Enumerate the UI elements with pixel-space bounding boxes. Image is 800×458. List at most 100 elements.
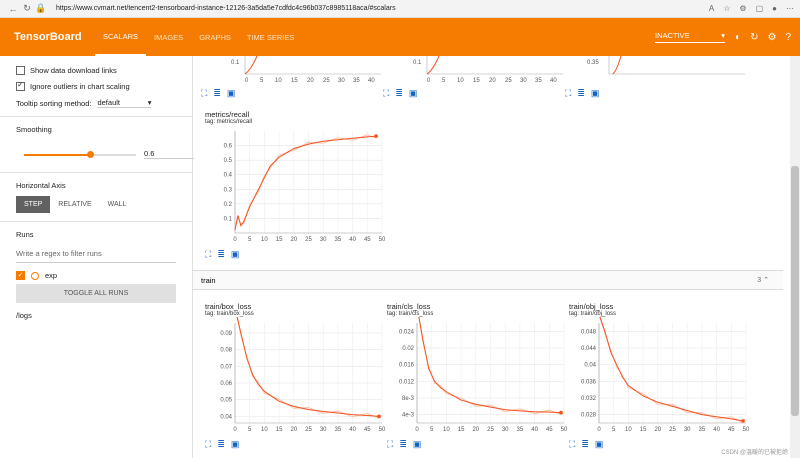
x-tick: 10 bbox=[261, 237, 268, 243]
scrollbar[interactable] bbox=[790, 56, 800, 458]
x-tick: 0 bbox=[245, 78, 249, 84]
extensions-icon[interactable]: ⚙ bbox=[739, 4, 747, 13]
x-tick: 5 bbox=[442, 78, 446, 84]
fullscreen-icon[interactable]: ⛶ bbox=[205, 439, 212, 449]
chart-card-cls-loss: train/cls_loss tag: train/cls_loss 4e-3 8… bbox=[387, 302, 572, 450]
x-tick: 20 bbox=[290, 427, 297, 433]
run-color-icon[interactable] bbox=[31, 271, 39, 280]
x-tick: 50 bbox=[379, 237, 386, 243]
log-scale-icon[interactable]: ≣ bbox=[395, 88, 403, 98]
axis-wall-button[interactable]: WALL bbox=[107, 201, 127, 208]
y-tick: 0.1 bbox=[231, 60, 240, 66]
smoothing-input[interactable]: 0.6 bbox=[144, 149, 194, 159]
favorite-icon[interactable]: ☆ bbox=[723, 4, 731, 13]
y-tick: 4e-3 bbox=[402, 413, 415, 419]
recall-chart: 0.1 0.2 0.3 0.4 0.5 0.6 0 5 10 15 20 25 30 35 40 45 50 bbox=[224, 131, 386, 243]
help-icon[interactable]: ? bbox=[785, 31, 791, 43]
ignore-outliers-label: Ignore outliers in chart scaling bbox=[30, 82, 130, 91]
log-scale-icon[interactable]: ≣ bbox=[217, 439, 225, 449]
x-tick: 35 bbox=[335, 237, 342, 243]
series-line bbox=[416, 306, 562, 414]
fullscreen-icon[interactable]: ⛶ bbox=[201, 88, 208, 98]
brand-title: TensorBoard bbox=[14, 31, 82, 43]
more-icon[interactable]: ⋯ bbox=[786, 4, 794, 13]
axis-step-button[interactable]: STEP bbox=[16, 196, 51, 213]
chart-card: 0.1 0 5 10 15 20 25 30 35 40 ⛶ ≣ ▣ bbox=[201, 56, 386, 99]
fit-domain-icon[interactable]: ▣ bbox=[412, 439, 422, 449]
x-tick: 45 bbox=[546, 427, 553, 433]
train-section-header[interactable]: train 3 ⌃ bbox=[193, 270, 783, 290]
fit-domain-icon[interactable]: ▣ bbox=[590, 88, 600, 98]
x-tick: 25 bbox=[305, 237, 312, 243]
fullscreen-icon[interactable]: ⛶ bbox=[387, 439, 394, 449]
x-tick: 5 bbox=[248, 427, 252, 433]
fit-domain-icon[interactable]: ▣ bbox=[230, 439, 240, 449]
profile-icon[interactable]: ● bbox=[772, 4, 777, 13]
tooltip-sort-label: Tooltip sorting method: bbox=[16, 98, 92, 108]
tab-time-series[interactable]: TIME SERIES bbox=[246, 32, 295, 42]
x-tick: 40 bbox=[531, 427, 538, 433]
x-tick: 30 bbox=[502, 427, 509, 433]
x-tick: 0 bbox=[233, 237, 237, 243]
tab-graphs[interactable]: GRAPHS bbox=[199, 32, 231, 42]
x-tick: 35 bbox=[353, 78, 360, 84]
x-tick: 10 bbox=[443, 427, 450, 433]
theme-toggle-icon[interactable]: ◐ bbox=[735, 31, 742, 43]
series-line-raw bbox=[234, 305, 380, 419]
read-aloud-icon[interactable]: A bbox=[708, 4, 715, 13]
log-scale-icon[interactable]: ≣ bbox=[399, 439, 407, 449]
x-tick: 30 bbox=[320, 427, 327, 433]
checkbox-unchecked[interactable] bbox=[16, 66, 25, 75]
fullscreen-icon[interactable]: ⛶ bbox=[205, 249, 212, 259]
collections-icon[interactable]: ▢ bbox=[755, 4, 764, 13]
fullscreen-icon[interactable]: ⛶ bbox=[569, 439, 576, 449]
back-icon[interactable]: ← bbox=[8, 3, 18, 14]
x-tick: 15 bbox=[640, 427, 647, 433]
address-bar[interactable]: https://www.cvmart.net/tencent2-tensorbo… bbox=[56, 5, 396, 12]
show-download-checkbox[interactable]: Show data download links bbox=[16, 66, 176, 75]
refresh-icon[interactable]: ↻ bbox=[750, 31, 759, 43]
fullscreen-icon[interactable]: ⛶ bbox=[383, 88, 390, 98]
chart-title: train/obj_loss bbox=[569, 302, 614, 311]
axis-relative-button[interactable]: RELATIVE bbox=[58, 201, 92, 208]
cls-loss-chart: 4e-3 8e-3 0.012 0.016 0.02 0.024 0 5 10 15 20 25 30 3… bbox=[399, 304, 568, 433]
x-tick: 35 bbox=[535, 78, 542, 84]
y-tick: 0.35 bbox=[587, 60, 599, 66]
slider-handle[interactable] bbox=[87, 151, 94, 158]
tooltip-sort-select[interactable]: default ▾ bbox=[97, 98, 152, 108]
data-point bbox=[374, 134, 378, 138]
y-tick: 0.05 bbox=[220, 398, 232, 404]
x-tick: 25 bbox=[305, 427, 312, 433]
x-tick: 40 bbox=[713, 427, 720, 433]
toggle-all-runs-button[interactable]: TOGGLE ALL RUNS bbox=[16, 284, 176, 303]
reload-icon[interactable]: ↻ bbox=[23, 3, 31, 13]
fit-domain-icon[interactable]: ▣ bbox=[594, 439, 604, 449]
log-scale-icon[interactable]: ≣ bbox=[577, 88, 585, 98]
log-scale-icon[interactable]: ≣ bbox=[217, 249, 225, 259]
chart-tag: tag: metrics/recall bbox=[205, 119, 253, 125]
fit-domain-icon[interactable]: ▣ bbox=[230, 249, 240, 259]
checkbox-checked[interactable] bbox=[16, 80, 25, 91]
box-loss-chart: 0.04 0.05 0.06 0.07 0.08 0.09 0 5 10 15 20 25 30 35 40… bbox=[220, 305, 386, 433]
ignore-outliers-checkbox[interactable]: Ignore outliers in chart scaling bbox=[16, 80, 176, 91]
x-tick: 30 bbox=[520, 78, 527, 84]
tab-scalars[interactable]: SCALARS bbox=[95, 18, 147, 56]
fullscreen-icon[interactable]: ⛶ bbox=[565, 88, 572, 98]
y-tick: 0.04 bbox=[584, 363, 596, 369]
fit-domain-icon[interactable]: ▣ bbox=[226, 88, 236, 98]
log-scale-icon[interactable]: ≣ bbox=[213, 88, 221, 98]
plugin-selector[interactable]: INACTIVE ▾ bbox=[655, 31, 726, 43]
smoothing-slider[interactable]: 0.6 bbox=[16, 144, 194, 164]
y-tick: 0.028 bbox=[581, 413, 597, 419]
y-tick: 0.08 bbox=[220, 348, 232, 354]
log-scale-icon[interactable]: ≣ bbox=[581, 439, 589, 449]
tab-images[interactable]: IMAGES bbox=[154, 32, 184, 42]
runs-filter-input[interactable]: Write a regex to filter runs bbox=[16, 245, 176, 263]
fit-domain-icon[interactable]: ▣ bbox=[408, 88, 418, 98]
tensorboard-header: TensorBoard SCALARS IMAGES GRAPHS TIME S… bbox=[0, 18, 800, 56]
settings-icon[interactable]: ⚙ bbox=[767, 31, 777, 43]
chevron-up-icon[interactable]: ⌃ bbox=[763, 277, 769, 284]
run-checkbox[interactable]: ✓ bbox=[16, 271, 25, 280]
x-tick: 20 bbox=[472, 427, 479, 433]
scrollbar-thumb[interactable] bbox=[791, 166, 799, 416]
